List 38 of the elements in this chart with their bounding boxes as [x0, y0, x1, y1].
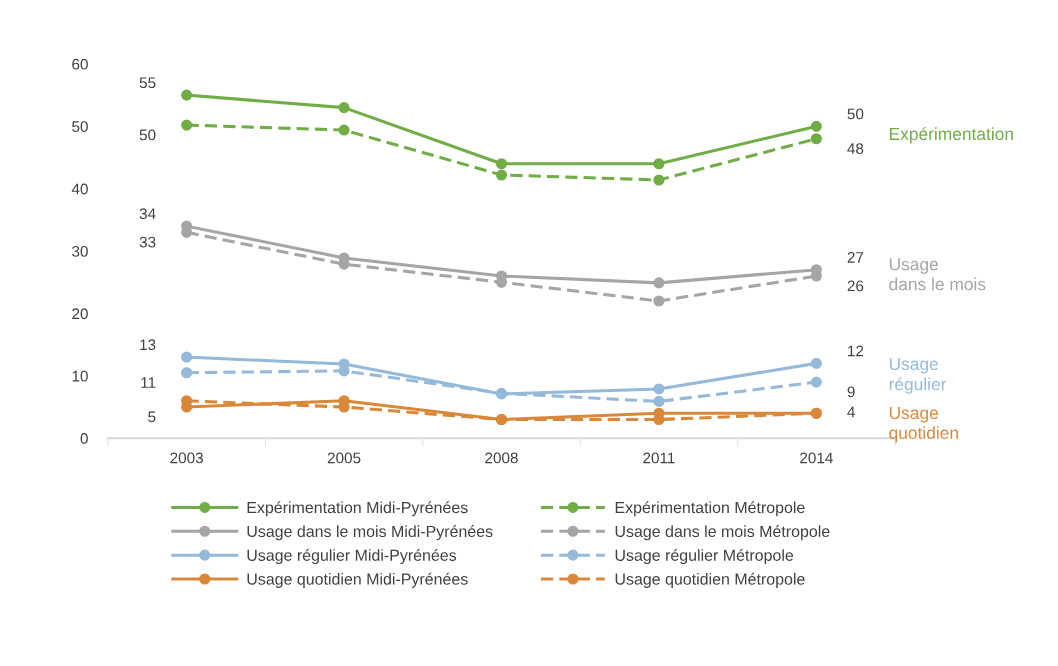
y-tick-label: 40 [71, 183, 88, 195]
legend-label: Expérimentation Midi-Pyrénées [247, 501, 468, 517]
data-label: 34 [139, 208, 156, 220]
x-tick-label: 2005 [327, 452, 361, 464]
legend-label: Usage dans le mois Midi-Pyrénées [247, 525, 493, 541]
data-label: 50 [139, 129, 156, 141]
annotation: Usage quotidien [889, 406, 958, 443]
data-label: 55 [139, 77, 156, 89]
data-label: 4 [847, 406, 855, 418]
legend-label: Usage quotidien Midi-Pyrénées [247, 572, 468, 588]
legend-label: Usage régulier Midi-Pyrénées [247, 548, 457, 565]
y-tick-label: 10 [72, 370, 88, 382]
annotation: Expérimentation [890, 127, 1013, 144]
y-tick-label: 0 [80, 433, 88, 444]
data-label: 9 [847, 386, 855, 398]
legend-label: Usage dans le mois Métropole [615, 525, 830, 541]
y-tick-label: 30 [72, 245, 88, 257]
data-label: 27 [847, 251, 864, 263]
x-tick-label: 2008 [485, 452, 518, 464]
x-tick-label: 2014 [800, 452, 833, 464]
data-label: 5 [148, 411, 156, 423]
y-tick-label: 60 [72, 58, 88, 70]
legend-label: Expérimentation Métropole [615, 501, 805, 517]
annotation: Usage dans le mois [889, 258, 986, 291]
y-tick-label: 20 [72, 308, 88, 320]
x-tick-label: 2011 [643, 452, 675, 464]
x-tick-label: 2003 [170, 452, 203, 464]
data-label: 33 [139, 236, 156, 248]
y-tick-label: 50 [72, 121, 88, 132]
data-label: 48 [847, 143, 864, 155]
legend-label: Usage régulier Métropole [615, 548, 794, 565]
data-label: 12 [848, 345, 864, 357]
data-label: 50 [847, 108, 864, 120]
annotation: Usage régulier [889, 357, 947, 394]
data-label: 13 [140, 339, 156, 351]
data-label: 26 [847, 280, 864, 292]
data-label: 11 [141, 377, 156, 388]
legend-label: Usage quotidien Métropole [615, 572, 805, 588]
